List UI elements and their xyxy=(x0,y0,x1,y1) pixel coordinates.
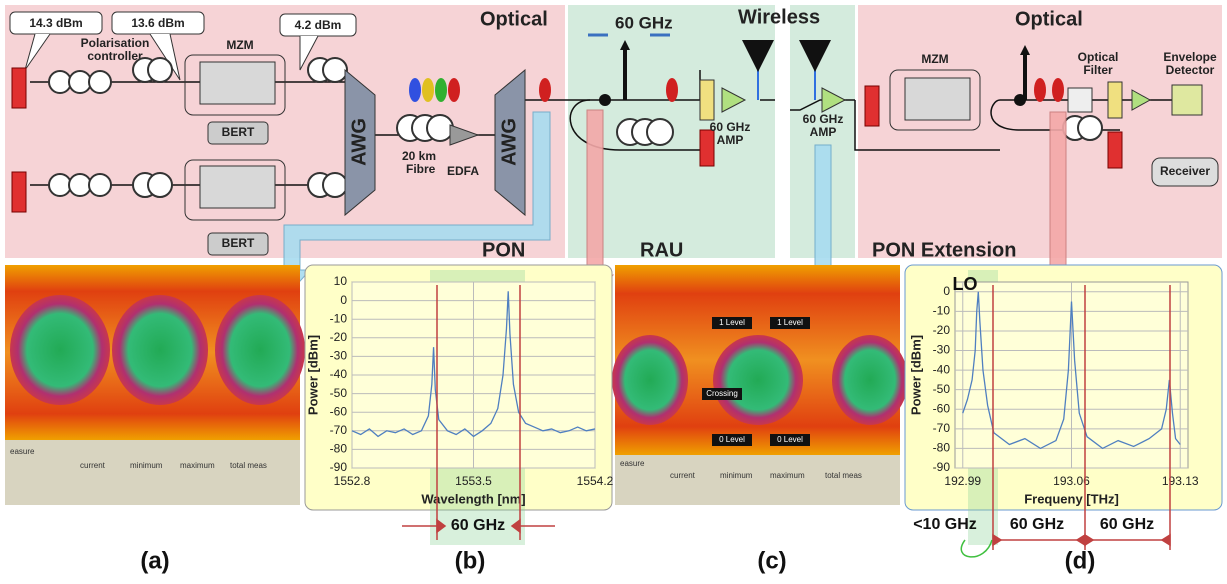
eye-marker: Crossing xyxy=(706,389,738,398)
y-tick-label: -40 xyxy=(330,367,348,381)
component-label: Filter xyxy=(1083,63,1113,77)
x-tick-label: 193.13 xyxy=(1162,474,1199,488)
eye-diagram xyxy=(612,265,908,505)
component-label: Polarisation xyxy=(81,36,150,50)
y-tick-label: -10 xyxy=(933,304,951,318)
eye-column: total meas xyxy=(825,471,862,480)
component-label: Fibre xyxy=(406,162,436,176)
component-label: AWG xyxy=(348,118,370,166)
component-label: 60 GHz xyxy=(803,112,844,126)
panel-label: (b) xyxy=(455,547,486,574)
component-label: AMP xyxy=(810,125,837,139)
y-tick-label: -90 xyxy=(330,460,348,474)
annotation: 60 GHz xyxy=(1010,516,1064,533)
component-label: BERT xyxy=(222,125,255,139)
annotation: 60 GHz xyxy=(1100,516,1154,533)
eye-column: total meas xyxy=(230,461,267,470)
eye-column: maximum xyxy=(180,461,215,470)
eye-column: minimum xyxy=(130,461,163,470)
power-label: 14.3 dBm xyxy=(29,16,82,30)
eye-column: current xyxy=(80,461,106,470)
eye-tab: easure xyxy=(10,447,35,456)
power-label: 13.6 dBm xyxy=(131,16,184,30)
y-tick-label: -30 xyxy=(933,343,951,357)
y-tick-label: -50 xyxy=(933,382,951,396)
eye-marker: 1 Level xyxy=(719,318,745,327)
power-label: 4.2 dBm xyxy=(295,18,342,32)
component-label: AWG xyxy=(498,118,520,166)
annotation: <10 GHz xyxy=(913,516,977,533)
y-axis-label: Power [dBm] xyxy=(305,335,320,415)
panel-label: (c) xyxy=(757,547,786,574)
eye-marker: 0 Level xyxy=(777,435,803,444)
component-label: Receiver xyxy=(1160,164,1210,178)
section-title: PON xyxy=(482,239,525,261)
eye-tab: easure xyxy=(620,459,645,468)
y-tick-label: 0 xyxy=(943,284,950,298)
eye-column: current xyxy=(670,471,696,480)
x-tick-label: 1553.5 xyxy=(455,474,492,488)
component-label: BERT xyxy=(222,236,255,250)
y-tick-label: -20 xyxy=(330,330,348,344)
y-axis-label: Power [dBm] xyxy=(908,335,923,415)
section-title: 60 GHz xyxy=(615,13,673,32)
component-label: controller xyxy=(87,49,143,63)
y-tick-label: -40 xyxy=(933,362,951,376)
y-tick-label: -10 xyxy=(330,311,348,325)
component-label: AMP xyxy=(717,133,744,147)
eye-marker: 0 Level xyxy=(719,435,745,444)
section-title: Wireless xyxy=(738,6,820,28)
component-label: Optical xyxy=(1078,50,1119,64)
annotation: 60 GHz xyxy=(451,517,505,534)
y-tick-label: -70 xyxy=(933,421,951,435)
y-tick-label: 10 xyxy=(334,274,348,288)
y-tick-label: -30 xyxy=(330,349,348,363)
eye-column: minimum xyxy=(720,471,753,480)
component-label: MZM xyxy=(921,52,948,66)
eye-column: maximum xyxy=(770,471,805,480)
component-label: 20 km xyxy=(402,149,436,163)
component-label: 60 GHz xyxy=(710,120,751,134)
x-tick-label: 1552.8 xyxy=(334,474,371,488)
y-tick-label: -20 xyxy=(933,323,951,337)
y-tick-label: -60 xyxy=(330,404,348,418)
panel-label: (d) xyxy=(1065,547,1096,574)
y-tick-label: -70 xyxy=(330,423,348,437)
section-title: RAU xyxy=(640,239,683,261)
y-tick-label: -80 xyxy=(933,441,951,455)
section-title: Optical xyxy=(1015,8,1083,30)
x-axis-label: Frequeny [THz] xyxy=(1024,491,1119,506)
y-tick-label: 0 xyxy=(340,293,347,307)
optical-region-right xyxy=(858,5,1222,258)
component-label: MZM xyxy=(226,38,253,52)
section-title: PON Extension xyxy=(872,239,1016,261)
x-tick-label: 192.99 xyxy=(944,474,981,488)
eye-marker: 1 Level xyxy=(777,318,803,327)
x-tick-label: 1554.2 xyxy=(577,474,614,488)
y-tick-label: -50 xyxy=(330,386,348,400)
component-label: EDFA xyxy=(447,164,479,178)
y-tick-label: -90 xyxy=(933,460,951,474)
annotation: LO xyxy=(953,274,978,294)
component-label: Detector xyxy=(1166,63,1215,77)
panel-label: (a) xyxy=(140,547,169,574)
y-tick-label: -80 xyxy=(330,442,348,456)
y-tick-label: -60 xyxy=(933,401,951,415)
component-label: Envelope xyxy=(1163,50,1217,64)
figure: Optical 60 GHz Wireless Optical 14.3 dBm… xyxy=(0,0,1227,579)
section-title: Optical xyxy=(480,8,548,30)
